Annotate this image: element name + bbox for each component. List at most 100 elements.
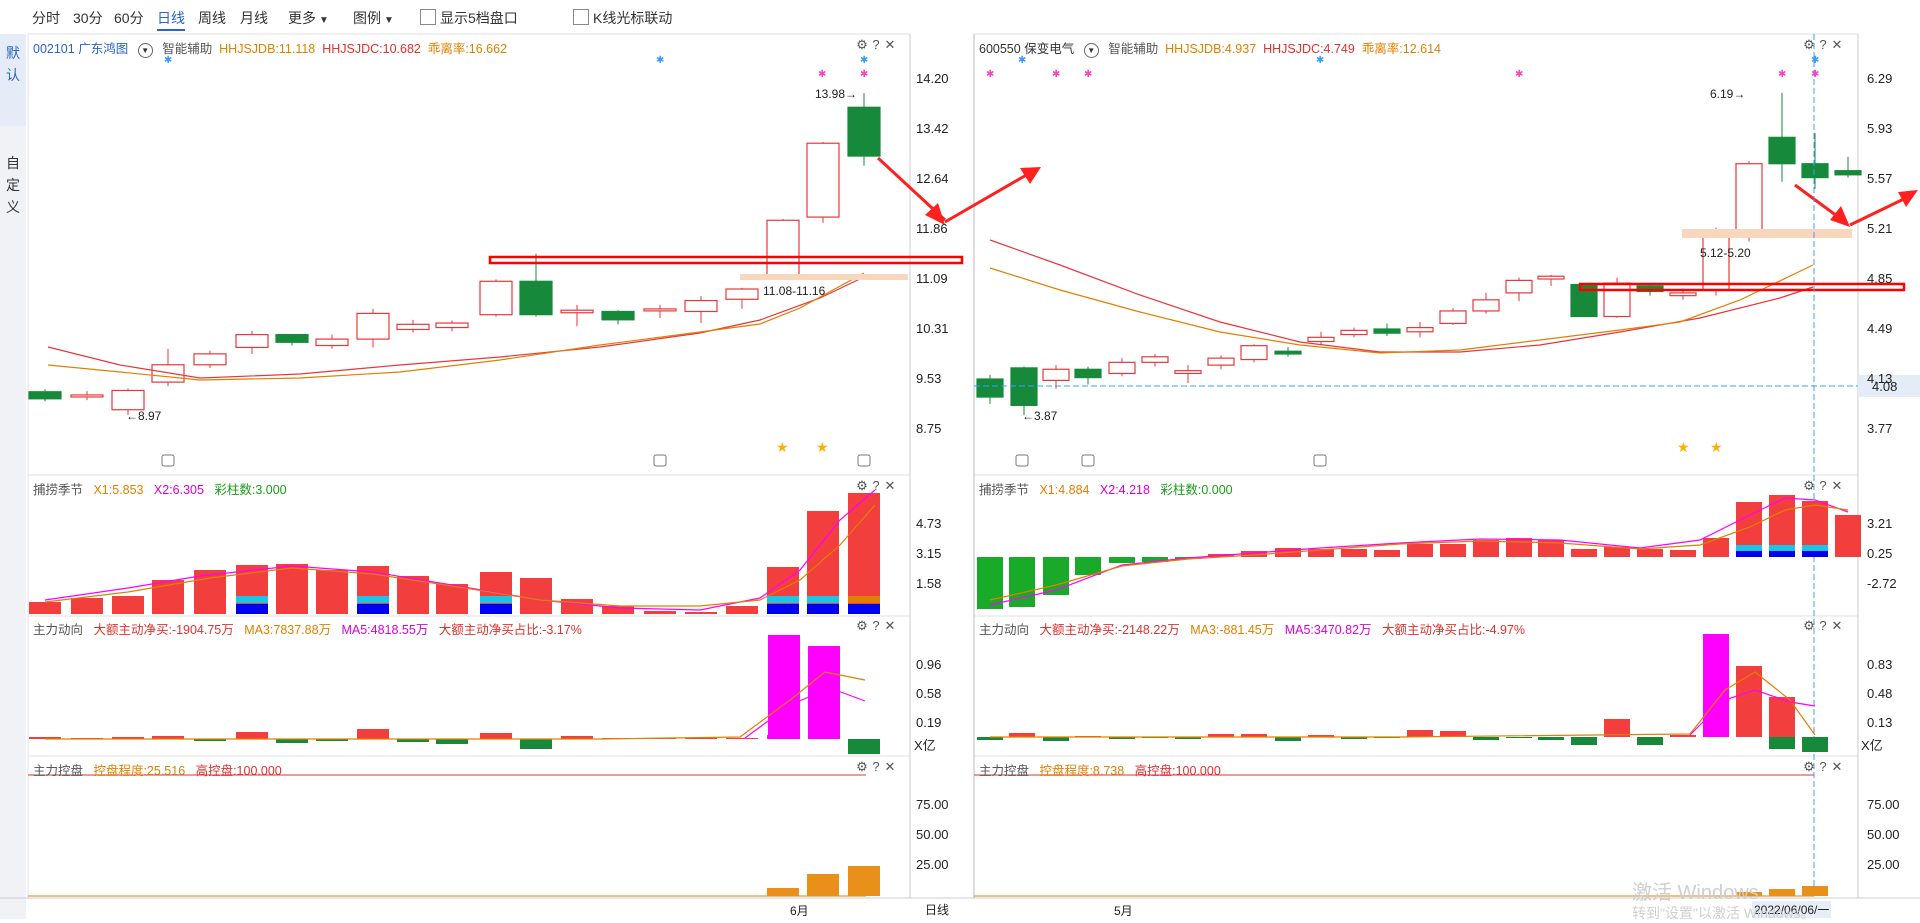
right-ind3-header: 主力控盘 控盘程度:8.738 高控盘:100.000 [979,760,1221,779]
ind1-cai: 彩柱数:0.000 [1160,483,1233,497]
left-stock-name[interactable]: 广东鸿图 [78,42,129,56]
settings-icon[interactable]: ⚙ [1803,759,1815,774]
ind2-bar [1407,730,1433,737]
settings-icon[interactable]: ⚙ [1803,618,1815,633]
help-icon[interactable]: ? [1819,478,1827,493]
high-label: 6.19→ [1710,87,1745,101]
help-icon[interactable]: ? [1819,618,1827,633]
ind2-bar [480,733,512,739]
left-stock-code[interactable]: 002101 [33,42,75,56]
ma-line [47,272,865,381]
tab-60min[interactable]: 60分 [114,10,144,26]
right-dropdown-icon[interactable]: ▼ [1083,43,1099,58]
price-tick: 12.64 [916,171,949,186]
ind1-bar [29,602,61,614]
candle-body [1603,282,1631,318]
candle-body [1108,361,1136,375]
star-icon: ★ [776,439,789,455]
candle-body [766,219,800,276]
tab-monthly[interactable]: 月线 [240,10,268,26]
help-icon[interactable]: ? [1819,759,1827,774]
klink-checkbox[interactable]: K线光标联动 [573,8,672,28]
right-ind2-header: 主力动向 大额主动净买:-2148.22万 MA3:-881.45万 MA5:3… [979,619,1525,638]
more-dropdown[interactable]: 更多 ▼ [288,8,329,28]
price-tick: 5.93 [1867,121,1893,136]
help-icon[interactable]: ? [872,618,880,633]
tab-30min[interactable]: 30分 [73,10,103,26]
right-ind2-unit: X亿 [1861,738,1883,753]
arrow-line [1849,193,1913,227]
settings-icon[interactable]: ⚙ [856,37,868,52]
ind2-bar [1670,735,1696,737]
ind1-bar-seg [1769,545,1795,551]
settings-icon[interactable]: ⚙ [1803,478,1815,493]
close-icon[interactable]: ✕ [884,478,896,493]
candle-body [1010,367,1038,406]
right-stock-name[interactable]: 保变电气 [1024,42,1075,56]
ind1-bar [1506,538,1532,557]
candle-body [235,333,269,349]
close-icon[interactable]: ✕ [1831,759,1843,774]
close-icon[interactable]: ✕ [884,37,896,52]
left-stock-chart: 13.98→ ←8.97 11.08-11.16 ✱ ✱ ✱ ✱ ✱ ★ ★ [28,55,1041,897]
ind1-bar [1142,557,1168,562]
tab-daily[interactable]: 日线 [157,8,185,31]
ind2-ratio: 大额主动净买占比:-3.17% [438,623,582,637]
close-icon[interactable]: ✕ [1831,37,1843,52]
sidebar-tab-custom[interactable]: 自定义 [0,152,26,218]
price-tick: 4.85 [1867,271,1893,286]
ind2-bar [1009,733,1035,737]
candle-body [435,322,469,329]
right-stock-code[interactable]: 600550 [979,42,1021,56]
cursor-date-label: 2022/06/06/一 [1752,901,1832,918]
legend-dropdown[interactable]: 图例 ▼ [353,8,394,28]
sidebar-tab-default[interactable]: 默认 [0,34,26,126]
settings-icon[interactable]: ⚙ [856,618,868,633]
tab-weekly[interactable]: 周线 [198,10,226,26]
close-icon[interactable]: ✕ [1831,618,1843,633]
help-icon[interactable]: ? [1819,37,1827,52]
ind3-tick: 25.00 [916,857,949,872]
candle-body [356,312,390,340]
arrow-head [1020,167,1041,184]
settings-icon[interactable]: ⚙ [856,478,868,493]
candle-body [1042,368,1070,381]
marker-icon: ✱ [1811,55,1819,66]
ind1-line [989,497,1849,606]
close-icon[interactable]: ✕ [1831,478,1843,493]
close-icon[interactable]: ✕ [884,618,896,633]
help-icon[interactable]: ? [872,37,880,52]
ind1-bar-seg [807,596,839,603]
ind1-bar [848,493,880,614]
sidebar-custom-label: 自定义 [6,155,20,215]
show5-checkbox[interactable]: 显示5档盘口 [420,8,518,28]
ind2-name: 主力动向 [33,623,84,637]
calendar-icon [1313,454,1327,467]
support-zone [740,274,908,280]
price-tick: 9.53 [916,371,942,386]
checkbox-box[interactable] [420,9,436,25]
candle-body [643,308,677,312]
settings-icon[interactable]: ⚙ [856,759,868,774]
ma-line [47,276,865,379]
ind1-bar [276,564,308,614]
candle-body [111,389,145,411]
grid-lines [0,33,1920,899]
ind1-bar [1075,557,1101,575]
candle-body [1207,357,1235,366]
calendar-icon [1015,454,1029,467]
arrow-head [925,203,945,225]
settings-icon[interactable]: ⚙ [1803,37,1815,52]
ind3-tick: 25.00 [1867,857,1900,872]
left-dropdown-icon[interactable]: ▼ [137,43,153,58]
checkbox-box[interactable] [573,9,589,25]
star-icon: ★ [1710,439,1723,455]
star-icon: ★ [1677,439,1690,455]
tab-minute[interactable]: 分时 [32,10,60,26]
close-icon[interactable]: ✕ [884,759,896,774]
right-assist-label: 智能辅助 [1108,42,1159,56]
help-icon[interactable]: ? [872,759,880,774]
ind2-bar-magenta [768,635,800,739]
help-icon[interactable]: ? [872,478,880,493]
